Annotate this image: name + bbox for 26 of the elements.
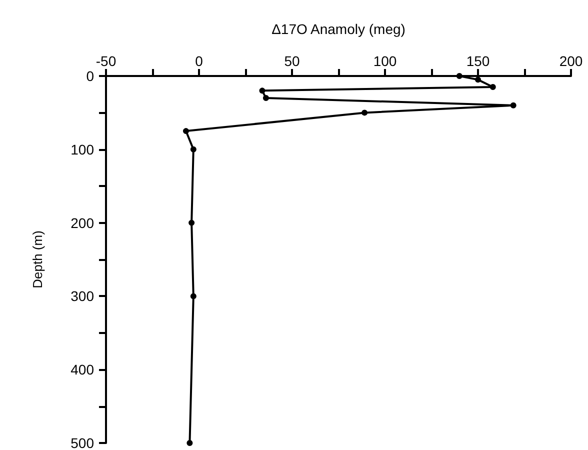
point <box>188 220 195 226</box>
x-axis-title: Δ17O Anamoly (meg) <box>272 21 406 37</box>
y-tick-label: 300 <box>70 288 94 304</box>
point <box>456 73 462 79</box>
point <box>259 88 266 94</box>
y-tick-label: 100 <box>70 141 94 158</box>
y-tick-label: 200 <box>70 214 94 231</box>
x-tick-label: 0 <box>195 53 204 69</box>
point <box>362 110 368 116</box>
y-tick-label: 400 <box>70 362 94 378</box>
y-axis-title: Depth (m) <box>30 230 45 288</box>
point <box>190 293 196 300</box>
point <box>510 102 516 108</box>
point <box>475 76 481 83</box>
y-tick-label: 500 <box>70 435 94 450</box>
point <box>262 95 269 102</box>
x-tick-label: -50 <box>96 53 116 69</box>
point <box>190 146 196 152</box>
x-tick-label: 50 <box>284 53 300 69</box>
point <box>186 440 193 446</box>
y-tick-label: 0 <box>86 68 94 84</box>
x-tick-label: 100 <box>373 53 397 69</box>
x-tick-label: 150 <box>466 53 490 69</box>
point <box>490 84 496 90</box>
x-tick-label: 200 <box>559 53 583 69</box>
point <box>182 128 189 134</box>
